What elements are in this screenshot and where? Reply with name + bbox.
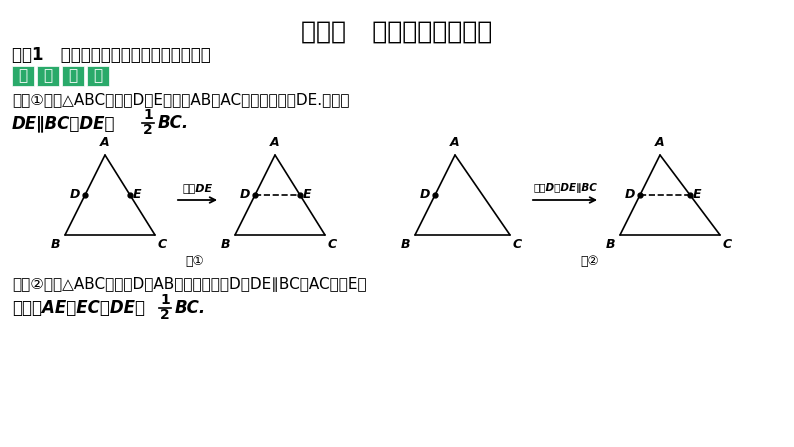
- FancyBboxPatch shape: [37, 66, 59, 86]
- Text: B: B: [221, 238, 230, 251]
- Text: 图②: 图②: [580, 255, 599, 268]
- Text: 如图①，在△ABC中，点D、E分别为AB、AC的中点，连接DE.则有：: 如图①，在△ABC中，点D、E分别为AB、AC的中点，连接DE.则有：: [12, 93, 349, 107]
- Text: A: A: [450, 136, 460, 149]
- FancyBboxPatch shape: [62, 66, 84, 86]
- Text: 微专题   与中点有关的问题: 微专题 与中点有关的问题: [302, 20, 492, 44]
- Text: 解: 解: [68, 68, 78, 84]
- Text: C: C: [328, 238, 337, 251]
- Text: 方: 方: [18, 68, 28, 84]
- Text: B: B: [51, 238, 60, 251]
- Text: BC.: BC.: [158, 114, 189, 132]
- Text: A: A: [655, 136, 665, 149]
- FancyBboxPatch shape: [87, 66, 109, 86]
- Text: D: D: [625, 189, 635, 202]
- Text: D: D: [419, 189, 430, 202]
- Text: BC.: BC.: [175, 299, 206, 317]
- FancyBboxPatch shape: [12, 66, 34, 86]
- Text: A: A: [270, 136, 279, 149]
- Text: 如图②，在△ABC中，点D为AB的中点，过点D作DE∥BC交AC于点E，: 如图②，在△ABC中，点D为AB的中点，过点D作DE∥BC交AC于点E，: [12, 278, 367, 292]
- Text: 1: 1: [160, 293, 170, 307]
- Text: B: B: [400, 238, 410, 251]
- Text: 方法1   遇中点找中点，构造三角形中位线: 方法1 遇中点找中点，构造三角形中位线: [12, 46, 210, 64]
- Text: 读: 读: [94, 68, 102, 84]
- Text: D: D: [240, 189, 250, 202]
- Text: D: D: [70, 189, 80, 202]
- Text: A: A: [100, 136, 110, 149]
- Text: 连接DE: 连接DE: [183, 183, 213, 193]
- Text: E: E: [133, 189, 141, 202]
- Text: E: E: [303, 189, 311, 202]
- Text: C: C: [513, 238, 522, 251]
- Text: 过点D作DE∥BC: 过点D作DE∥BC: [533, 183, 597, 193]
- Text: E: E: [693, 189, 702, 202]
- Text: 1: 1: [143, 108, 153, 122]
- Text: 2: 2: [143, 123, 153, 137]
- Text: C: C: [723, 238, 732, 251]
- Text: 法: 法: [44, 68, 52, 84]
- Text: DE∥BC，DE＝: DE∥BC，DE＝: [12, 114, 115, 132]
- Text: 2: 2: [160, 308, 170, 322]
- Text: B: B: [606, 238, 615, 251]
- Text: 则有：AE＝EC，DE＝: 则有：AE＝EC，DE＝: [12, 299, 145, 317]
- Text: 图①: 图①: [186, 255, 204, 268]
- Text: C: C: [158, 238, 167, 251]
